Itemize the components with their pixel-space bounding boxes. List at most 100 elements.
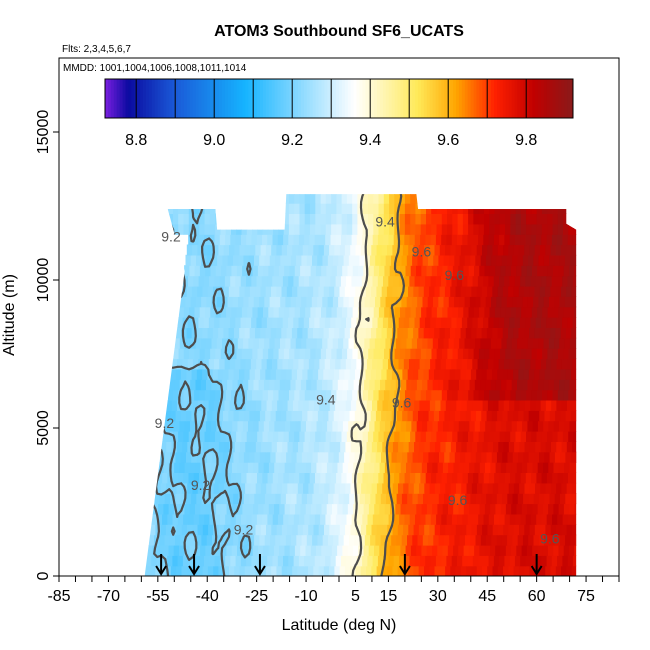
heat-cell <box>449 451 456 463</box>
heat-cell <box>370 327 377 339</box>
heat-cell <box>283 513 290 525</box>
heat-cell <box>344 451 350 463</box>
heat-cell <box>177 513 184 525</box>
heat-cell <box>449 254 455 266</box>
heat-cell <box>343 493 350 505</box>
heat-cell <box>214 275 221 287</box>
heat-cell <box>477 275 484 287</box>
heat-cell <box>538 296 545 308</box>
heat-cell <box>317 493 324 505</box>
heat-cell <box>375 534 382 546</box>
heat-cell <box>497 244 504 256</box>
heat-cell <box>420 203 427 214</box>
heat-cell <box>422 254 429 266</box>
heat-cell <box>220 348 227 360</box>
heat-cell <box>467 358 473 370</box>
heat-cell <box>452 223 459 235</box>
heat-cell <box>281 327 288 339</box>
colorbar-swatch <box>163 79 167 118</box>
colorbar-swatch <box>412 79 416 118</box>
heat-cell <box>546 358 552 370</box>
heat-cell <box>377 358 384 370</box>
heat-cell <box>338 534 345 546</box>
heat-cell <box>516 544 523 556</box>
heat-cell <box>434 327 441 339</box>
heat-cell <box>270 534 276 546</box>
heat-cell <box>438 254 445 266</box>
heat-cell <box>477 317 484 328</box>
heat-cell <box>296 493 303 505</box>
heat-cell <box>175 368 182 380</box>
heat-cell <box>530 555 537 567</box>
heat-cell <box>410 213 417 225</box>
heat-cell <box>225 234 231 246</box>
heat-cell <box>189 462 196 473</box>
heat-cell <box>414 234 421 246</box>
heat-cell <box>372 234 379 246</box>
heat-cell <box>573 348 577 360</box>
heat-cell <box>346 275 352 287</box>
heat-cell <box>240 358 247 370</box>
heat-cell <box>478 348 485 360</box>
heat-cell <box>440 317 447 328</box>
heat-cell <box>357 513 363 525</box>
heat-cell <box>525 234 532 246</box>
heat-cell <box>320 431 327 442</box>
colorbar-swatch <box>464 79 469 118</box>
heat-cell <box>236 213 243 225</box>
heat-cell <box>237 420 244 432</box>
heat-cell <box>572 399 577 411</box>
heat-cell <box>183 389 190 401</box>
heat-cell <box>219 358 226 370</box>
heat-cell <box>195 379 202 391</box>
heat-cell <box>296 296 302 308</box>
heat-cell <box>422 420 428 432</box>
heat-cell <box>381 451 387 463</box>
heat-cell <box>544 327 551 339</box>
heat-cell <box>426 213 432 225</box>
heat-cell <box>442 544 449 556</box>
heat-cell <box>423 410 430 422</box>
heat-cell <box>534 244 541 256</box>
heat-cell <box>467 275 474 287</box>
heat-cell <box>519 399 526 411</box>
heat-cell <box>165 524 172 536</box>
heat-cell <box>483 275 490 287</box>
heat-cell <box>563 194 569 204</box>
heat-cell <box>431 472 437 484</box>
heat-cell <box>459 379 465 391</box>
heat-cell <box>490 462 497 473</box>
heat-cell <box>392 441 399 453</box>
heat-cell <box>486 327 493 339</box>
heat-cell <box>420 555 426 567</box>
heat-cell <box>459 254 466 266</box>
heat-cell <box>297 482 304 494</box>
heat-cell <box>490 420 497 432</box>
heat-cell <box>368 503 375 515</box>
heat-cell <box>352 265 359 277</box>
colorbar-swatch <box>532 79 536 118</box>
heat-cell <box>558 348 564 360</box>
heat-cell <box>214 513 221 525</box>
heat-cell <box>225 348 232 360</box>
heat-cell <box>497 285 504 297</box>
heat-cell <box>468 431 474 442</box>
heat-cell <box>475 254 482 266</box>
colorbar-swatch <box>181 79 185 118</box>
heat-cell <box>306 420 312 432</box>
heat-cell <box>426 348 433 360</box>
heat-cell <box>479 544 486 556</box>
heat-cell <box>485 420 492 432</box>
y-axis-label: Altitude (m) <box>1 274 18 356</box>
heat-cell <box>575 493 577 505</box>
heat-cell <box>171 358 178 370</box>
heat-cell <box>341 389 348 401</box>
heat-cell <box>225 213 232 225</box>
heat-cell <box>211 379 218 391</box>
heat-cell <box>215 544 222 556</box>
heat-cell <box>513 327 520 339</box>
heat-cell <box>316 379 323 391</box>
heat-cell <box>408 441 415 453</box>
heat-cell <box>335 399 341 411</box>
heat-cell <box>384 544 391 556</box>
